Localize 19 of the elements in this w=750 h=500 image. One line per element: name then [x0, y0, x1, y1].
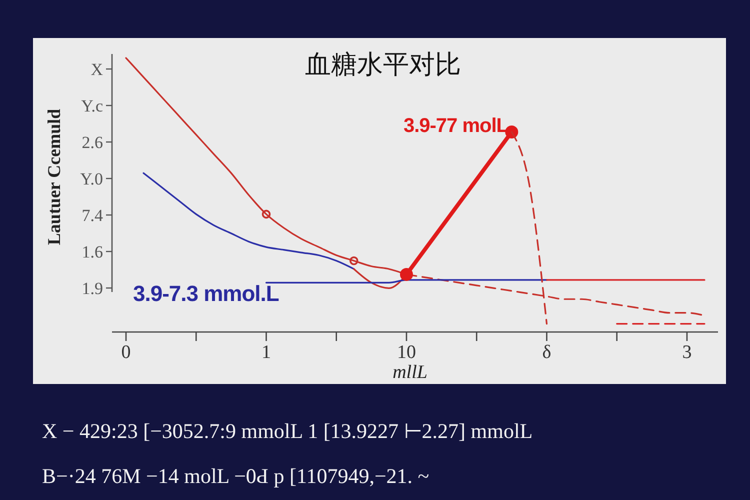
text: 1.9	[82, 278, 103, 298]
text: X − 429:23 [−3052.7:9 mmolL 1 [13.9227 ⊢2.27] mmolL	[42, 419, 533, 443]
x-tick-label: 1	[261, 342, 271, 363]
text: Y.c	[81, 96, 104, 116]
annotation: 3.9-7.3 mmol.L	[133, 281, 279, 306]
x-tick-label: 3	[682, 342, 692, 363]
x-axis-title: mllL	[392, 362, 428, 383]
text: 7.4	[82, 206, 104, 225]
x-tick-label: 10	[396, 342, 416, 363]
y-axis-title: Lautuer Ccemuld	[44, 108, 64, 246]
x-tick-label: δ	[542, 342, 552, 363]
text: B−·24 76M −14 molL −0Ԁ p [1107949,−21. ~	[42, 464, 430, 488]
x-tick-label: 0	[121, 342, 131, 363]
text: Y.0	[80, 169, 103, 188]
annotation: 3.9-77 molL	[403, 115, 508, 137]
text: 2.6	[82, 132, 103, 152]
chart-title: 血糖水平对比	[305, 50, 461, 80]
text: X	[90, 60, 103, 79]
text: 1.6	[82, 242, 103, 262]
